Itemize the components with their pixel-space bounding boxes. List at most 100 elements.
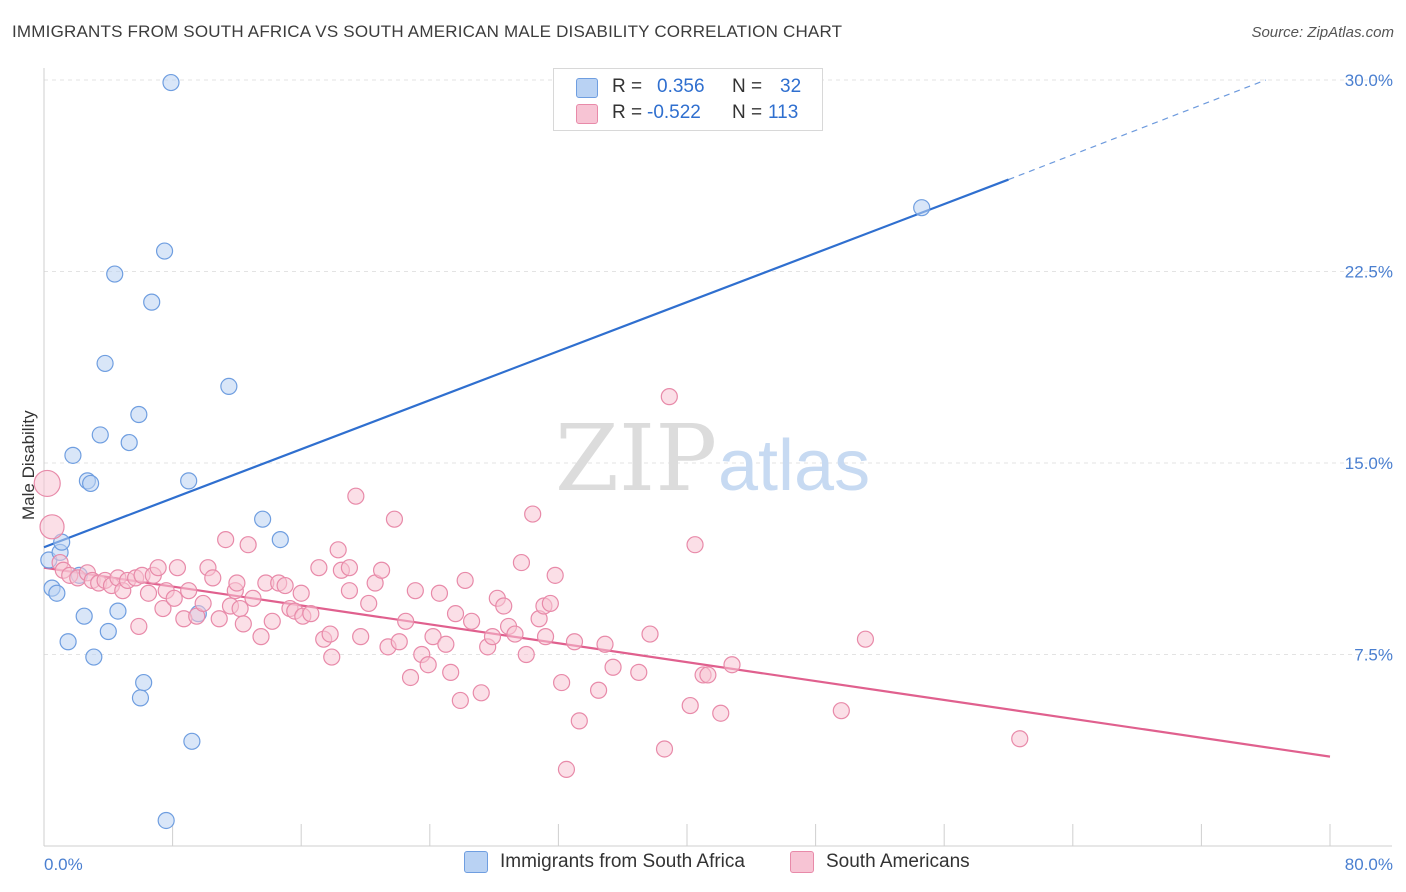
legend-r-label: R = (612, 102, 643, 123)
pink-point (565, 633, 584, 651)
pink-point (430, 584, 449, 602)
pink-point (390, 633, 408, 651)
pink-point (546, 566, 564, 584)
pink-point (641, 625, 659, 643)
pink-point (419, 656, 437, 674)
pink-point (228, 574, 246, 592)
tick-labels: 7.5% 15.0% 22.5% 30.0% 0.0% 80.0% (44, 71, 1393, 874)
blue-point (183, 732, 201, 750)
legend-n-value: 32 (780, 76, 802, 97)
pink-point (210, 610, 228, 628)
pink-point (570, 712, 588, 730)
bottom-legend-swatch-pink (790, 851, 814, 873)
x-tick-label: 0.0% (44, 855, 83, 874)
blue-point (254, 510, 272, 528)
blue-point (64, 446, 82, 464)
bottom-legend-label-pink: South Americans (826, 851, 970, 872)
blue-point (157, 811, 175, 830)
blue-trend-extension (1008, 79, 1266, 181)
pink-point (302, 605, 320, 623)
grid-lines (44, 79, 1392, 655)
pink-point (681, 696, 699, 715)
pink-point (397, 612, 415, 630)
source-label: Source: ZipAtlas.com (1251, 24, 1394, 41)
y-tick-label: 22.5% (1345, 263, 1393, 282)
pink-point (239, 536, 257, 554)
pink-point (1011, 730, 1029, 748)
pink-point (655, 740, 674, 758)
pink-point (442, 663, 460, 681)
pink-point (512, 553, 531, 572)
legend-r-value: 0.356 (657, 76, 705, 97)
pink-point (495, 597, 513, 615)
blue-point (96, 354, 114, 373)
pink-point (139, 584, 158, 602)
pink-point (536, 628, 555, 646)
pink-point (483, 628, 502, 646)
legend-swatch-pink (576, 104, 598, 124)
legend-n-label: N = (732, 102, 763, 123)
pink-point (456, 571, 474, 590)
legend-n-value: 113 (768, 102, 799, 123)
pink-point (168, 559, 187, 577)
pink-point (340, 559, 359, 577)
pink-point (252, 628, 270, 646)
pink-point (596, 635, 614, 653)
y-tick-label: 7.5% (1354, 646, 1393, 665)
pink-point (329, 541, 347, 559)
blue-point (162, 73, 180, 92)
pink-point (130, 617, 148, 636)
blue-point (109, 602, 127, 620)
watermark-atlas: atlas (718, 426, 870, 506)
blue-point (59, 633, 77, 651)
pink-point (541, 594, 559, 613)
pink-point (699, 666, 717, 684)
pink-point (424, 628, 442, 646)
bottom-legend-pink: South Americans (790, 851, 970, 873)
blue-point (85, 648, 103, 666)
axes (43, 68, 1392, 847)
x-tick-label: 80.0% (1345, 855, 1393, 874)
pink-point (340, 582, 359, 600)
pink-point (437, 635, 455, 653)
pink-point (506, 625, 524, 643)
pink-point (360, 594, 378, 613)
legend-r-label: R = (612, 76, 643, 97)
pink-point (352, 628, 370, 646)
blue-point (913, 199, 931, 217)
legend-r-value: -0.522 (647, 102, 701, 123)
blue-point (220, 377, 238, 395)
pink-point (217, 530, 235, 549)
y-axis-label: Male Disability (19, 410, 38, 520)
blue-trend-line (43, 178, 1009, 549)
legend-n-label: N = (732, 76, 763, 97)
data-points (33, 73, 1029, 830)
pink-point (451, 691, 469, 710)
legend: R = 0.356 N = 32 R = -0.522 N = 113 (553, 68, 823, 131)
pink-point (149, 559, 167, 577)
pink-point (604, 658, 622, 676)
blue-point (99, 622, 117, 641)
pink-point (194, 594, 212, 613)
watermark-zip: ZIP (555, 405, 717, 512)
blue-point (143, 293, 161, 311)
pink-point (292, 584, 310, 602)
blue-point (48, 584, 66, 602)
pink-point (832, 702, 850, 720)
pink-point (372, 561, 391, 579)
pink-point (462, 612, 481, 630)
blue-point (155, 242, 174, 260)
pink-point (33, 469, 61, 498)
pink-point (553, 673, 571, 692)
pink-point (401, 668, 420, 687)
y-tick-label: 30.0% (1345, 71, 1393, 90)
pink-point (310, 559, 328, 577)
blue-point (91, 426, 109, 444)
pink-point (231, 599, 249, 618)
pink-point (856, 630, 875, 648)
pink-point (446, 605, 465, 623)
pink-point (712, 704, 730, 722)
pink-point (321, 625, 339, 643)
bottom-legend-label-blue: Immigrants from South Africa (500, 851, 745, 872)
